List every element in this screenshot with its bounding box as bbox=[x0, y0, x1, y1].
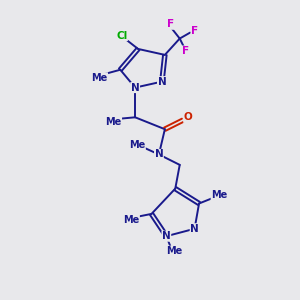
Text: Me: Me bbox=[123, 215, 140, 225]
Text: Me: Me bbox=[166, 246, 182, 256]
Text: N: N bbox=[154, 149, 163, 160]
Text: N: N bbox=[158, 76, 166, 87]
Text: F: F bbox=[191, 26, 198, 36]
Text: N: N bbox=[162, 231, 171, 241]
Text: F: F bbox=[167, 19, 174, 29]
Text: Cl: Cl bbox=[116, 31, 128, 40]
Text: N: N bbox=[131, 82, 140, 93]
Text: N: N bbox=[190, 224, 199, 234]
Text: Me: Me bbox=[211, 190, 227, 200]
Text: Me: Me bbox=[91, 73, 108, 83]
Text: Me: Me bbox=[129, 140, 145, 150]
Text: Me: Me bbox=[105, 117, 122, 127]
Text: O: O bbox=[184, 112, 192, 122]
Text: F: F bbox=[182, 46, 189, 56]
